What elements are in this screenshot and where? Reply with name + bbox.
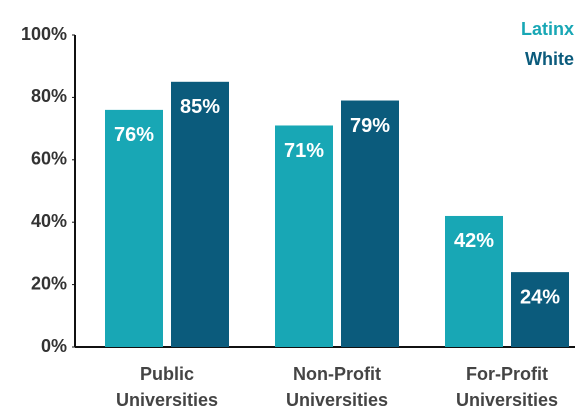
y-tick-label: 20%	[31, 273, 67, 293]
y-tick-label: 40%	[31, 211, 67, 231]
value-label: 42%	[454, 230, 494, 252]
value-label: 76%	[114, 124, 154, 146]
x-tick-label: For-Profit Universities	[455, 364, 559, 410]
y-tick-label: 100%	[21, 24, 67, 44]
x-tick-label: Public Universities	[115, 364, 219, 410]
value-label: 85%	[180, 96, 220, 118]
bar	[171, 81, 229, 348]
legend-label: White	[525, 49, 574, 69]
bar	[341, 100, 399, 348]
y-tick-label: 60%	[31, 149, 67, 169]
value-label: 24%	[520, 286, 560, 308]
legend-label: Latinx	[521, 19, 574, 39]
bar	[511, 272, 569, 347]
bar	[275, 125, 333, 347]
value-label: 71%	[284, 140, 324, 162]
value-label: 79%	[350, 115, 390, 137]
bar	[445, 215, 503, 347]
x-tick-label: Non-Profit Universities	[285, 364, 389, 410]
y-tick-label: 80%	[31, 86, 67, 106]
bar	[105, 109, 163, 347]
y-tick-label: 0%	[41, 336, 67, 356]
